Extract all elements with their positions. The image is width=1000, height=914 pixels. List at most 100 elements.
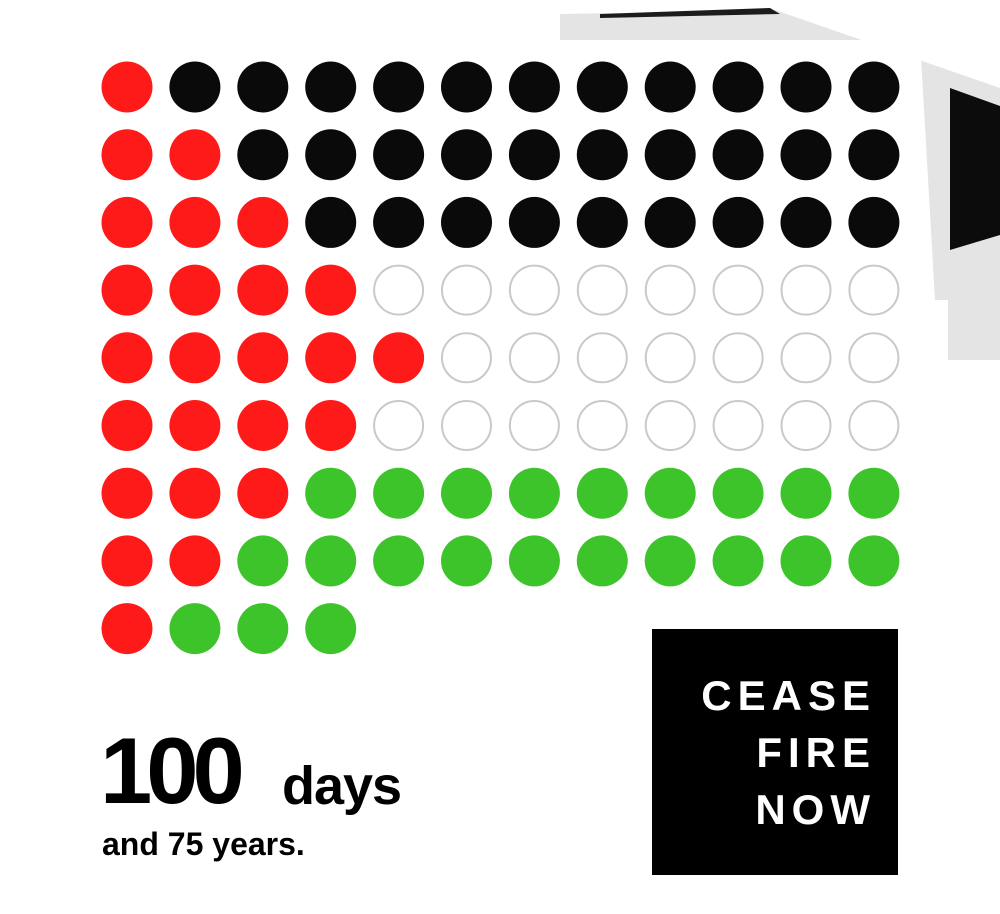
day-dot-red-25	[101, 196, 153, 248]
day-dot-green-76	[305, 467, 357, 519]
day-dot-green-90	[441, 535, 492, 587]
day-dot-green-87	[237, 535, 289, 587]
day-dot-black-18	[441, 129, 492, 181]
day-dot-black-20	[576, 129, 628, 181]
day-dot-red-61	[101, 400, 153, 451]
day-dot-empty-59	[780, 332, 832, 384]
day-dot-green-81	[644, 467, 696, 519]
day-dot-red-97	[101, 603, 153, 655]
day-dot-empty-71	[780, 400, 832, 451]
day-dot-black-32	[576, 196, 628, 248]
day-dot-green-92	[576, 535, 628, 587]
day-dot-black-12	[848, 61, 900, 113]
day-dot-red-50	[169, 332, 221, 384]
flag-black-stripe-corner	[950, 88, 1000, 250]
day-dot-red-73	[101, 467, 153, 519]
day-dot-empty-69	[644, 400, 696, 451]
day-count-unit: days	[282, 756, 402, 816]
ceasefire-line-2: FIRE	[756, 729, 876, 776]
day-dot-black-33	[644, 196, 696, 248]
day-dot-empty-43	[508, 264, 560, 316]
day-dot-black-16	[305, 129, 357, 181]
day-dot-green-79	[508, 467, 560, 519]
day-dot-red-85	[101, 535, 153, 587]
day-dot-black-8	[576, 61, 628, 113]
day-dot-empty-44	[576, 264, 628, 316]
flag-black-stripe-top	[600, 8, 780, 18]
day-dot-empty-60	[848, 332, 900, 384]
day-dot-red-64	[305, 400, 357, 451]
day-dot-red-52	[305, 332, 357, 384]
day-dot-empty-70	[712, 400, 764, 451]
day-dot-empty-68	[576, 400, 628, 451]
day-dot-red-37	[101, 264, 153, 316]
day-dot-green-99	[237, 603, 289, 655]
day-dot-empty-48	[848, 264, 900, 316]
day-dot-empty-57	[644, 332, 696, 384]
day-dot-black-2	[169, 61, 221, 113]
day-dot-red-38	[169, 264, 221, 316]
day-dot-green-91	[508, 535, 560, 587]
day-dot-red-1	[101, 61, 153, 113]
ceasefire-line-3: NOW	[755, 786, 876, 833]
day-dot-green-80	[576, 467, 628, 519]
day-dot-black-28	[305, 196, 357, 248]
ceasefire-line-1: CEASE	[701, 672, 876, 719]
day-dot-black-21	[644, 129, 696, 181]
day-dot-black-6	[441, 61, 492, 113]
day-dot-red-14	[169, 129, 221, 181]
day-dot-black-15	[237, 129, 289, 181]
day-dot-black-36	[848, 196, 900, 248]
day-dot-red-74	[169, 467, 221, 519]
day-dot-black-11	[780, 61, 832, 113]
day-dot-red-63	[237, 400, 289, 451]
day-dot-empty-47	[780, 264, 832, 316]
day-dot-green-77	[373, 467, 425, 519]
day-dot-black-23	[780, 129, 832, 181]
day-dot-black-9	[644, 61, 696, 113]
day-dot-black-34	[712, 196, 764, 248]
day-dot-green-98	[169, 603, 221, 655]
day-dot-empty-56	[576, 332, 628, 384]
day-dot-black-4	[305, 61, 357, 113]
day-dot-black-3	[237, 61, 289, 113]
day-dot-green-89	[373, 535, 425, 587]
day-dot-black-10	[712, 61, 764, 113]
day-dot-green-96	[848, 535, 900, 587]
day-dot-empty-41	[373, 264, 425, 316]
day-dot-black-5	[373, 61, 425, 113]
day-dot-empty-67	[508, 400, 560, 451]
day-dot-empty-66	[441, 400, 492, 451]
day-dot-black-24	[848, 129, 900, 181]
day-dot-black-30	[441, 196, 492, 248]
day-dot-green-94	[712, 535, 764, 587]
day-dot-green-93	[644, 535, 696, 587]
day-dot-black-7	[508, 61, 560, 113]
day-dot-red-39	[237, 264, 289, 316]
day-dot-red-13	[101, 129, 153, 181]
day-dot-empty-58	[712, 332, 764, 384]
day-dot-black-19	[508, 129, 560, 181]
ceasefire-now-box: CEASE FIRE NOW	[652, 629, 898, 875]
day-dot-red-62	[169, 400, 221, 451]
day-dot-black-29	[373, 196, 425, 248]
day-dot-red-86	[169, 535, 221, 587]
day-dot-green-88	[305, 535, 357, 587]
day-dot-empty-55	[508, 332, 560, 384]
day-dot-empty-46	[712, 264, 764, 316]
day-dot-black-31	[508, 196, 560, 248]
day-dot-green-78	[441, 467, 492, 519]
day-dot-green-100	[305, 603, 357, 655]
day-dot-black-22	[712, 129, 764, 181]
day-dot-black-35	[780, 196, 832, 248]
day-dot-empty-42	[441, 264, 492, 316]
day-dot-green-95	[780, 535, 832, 587]
day-dot-red-53	[373, 332, 425, 384]
day-dot-red-27	[237, 196, 289, 248]
day-dot-red-26	[169, 196, 221, 248]
day-dot-empty-65	[373, 400, 425, 451]
years-subtitle: and 75 years.	[102, 826, 305, 862]
day-dot-green-84	[848, 467, 900, 519]
day-dot-green-82	[712, 467, 764, 519]
